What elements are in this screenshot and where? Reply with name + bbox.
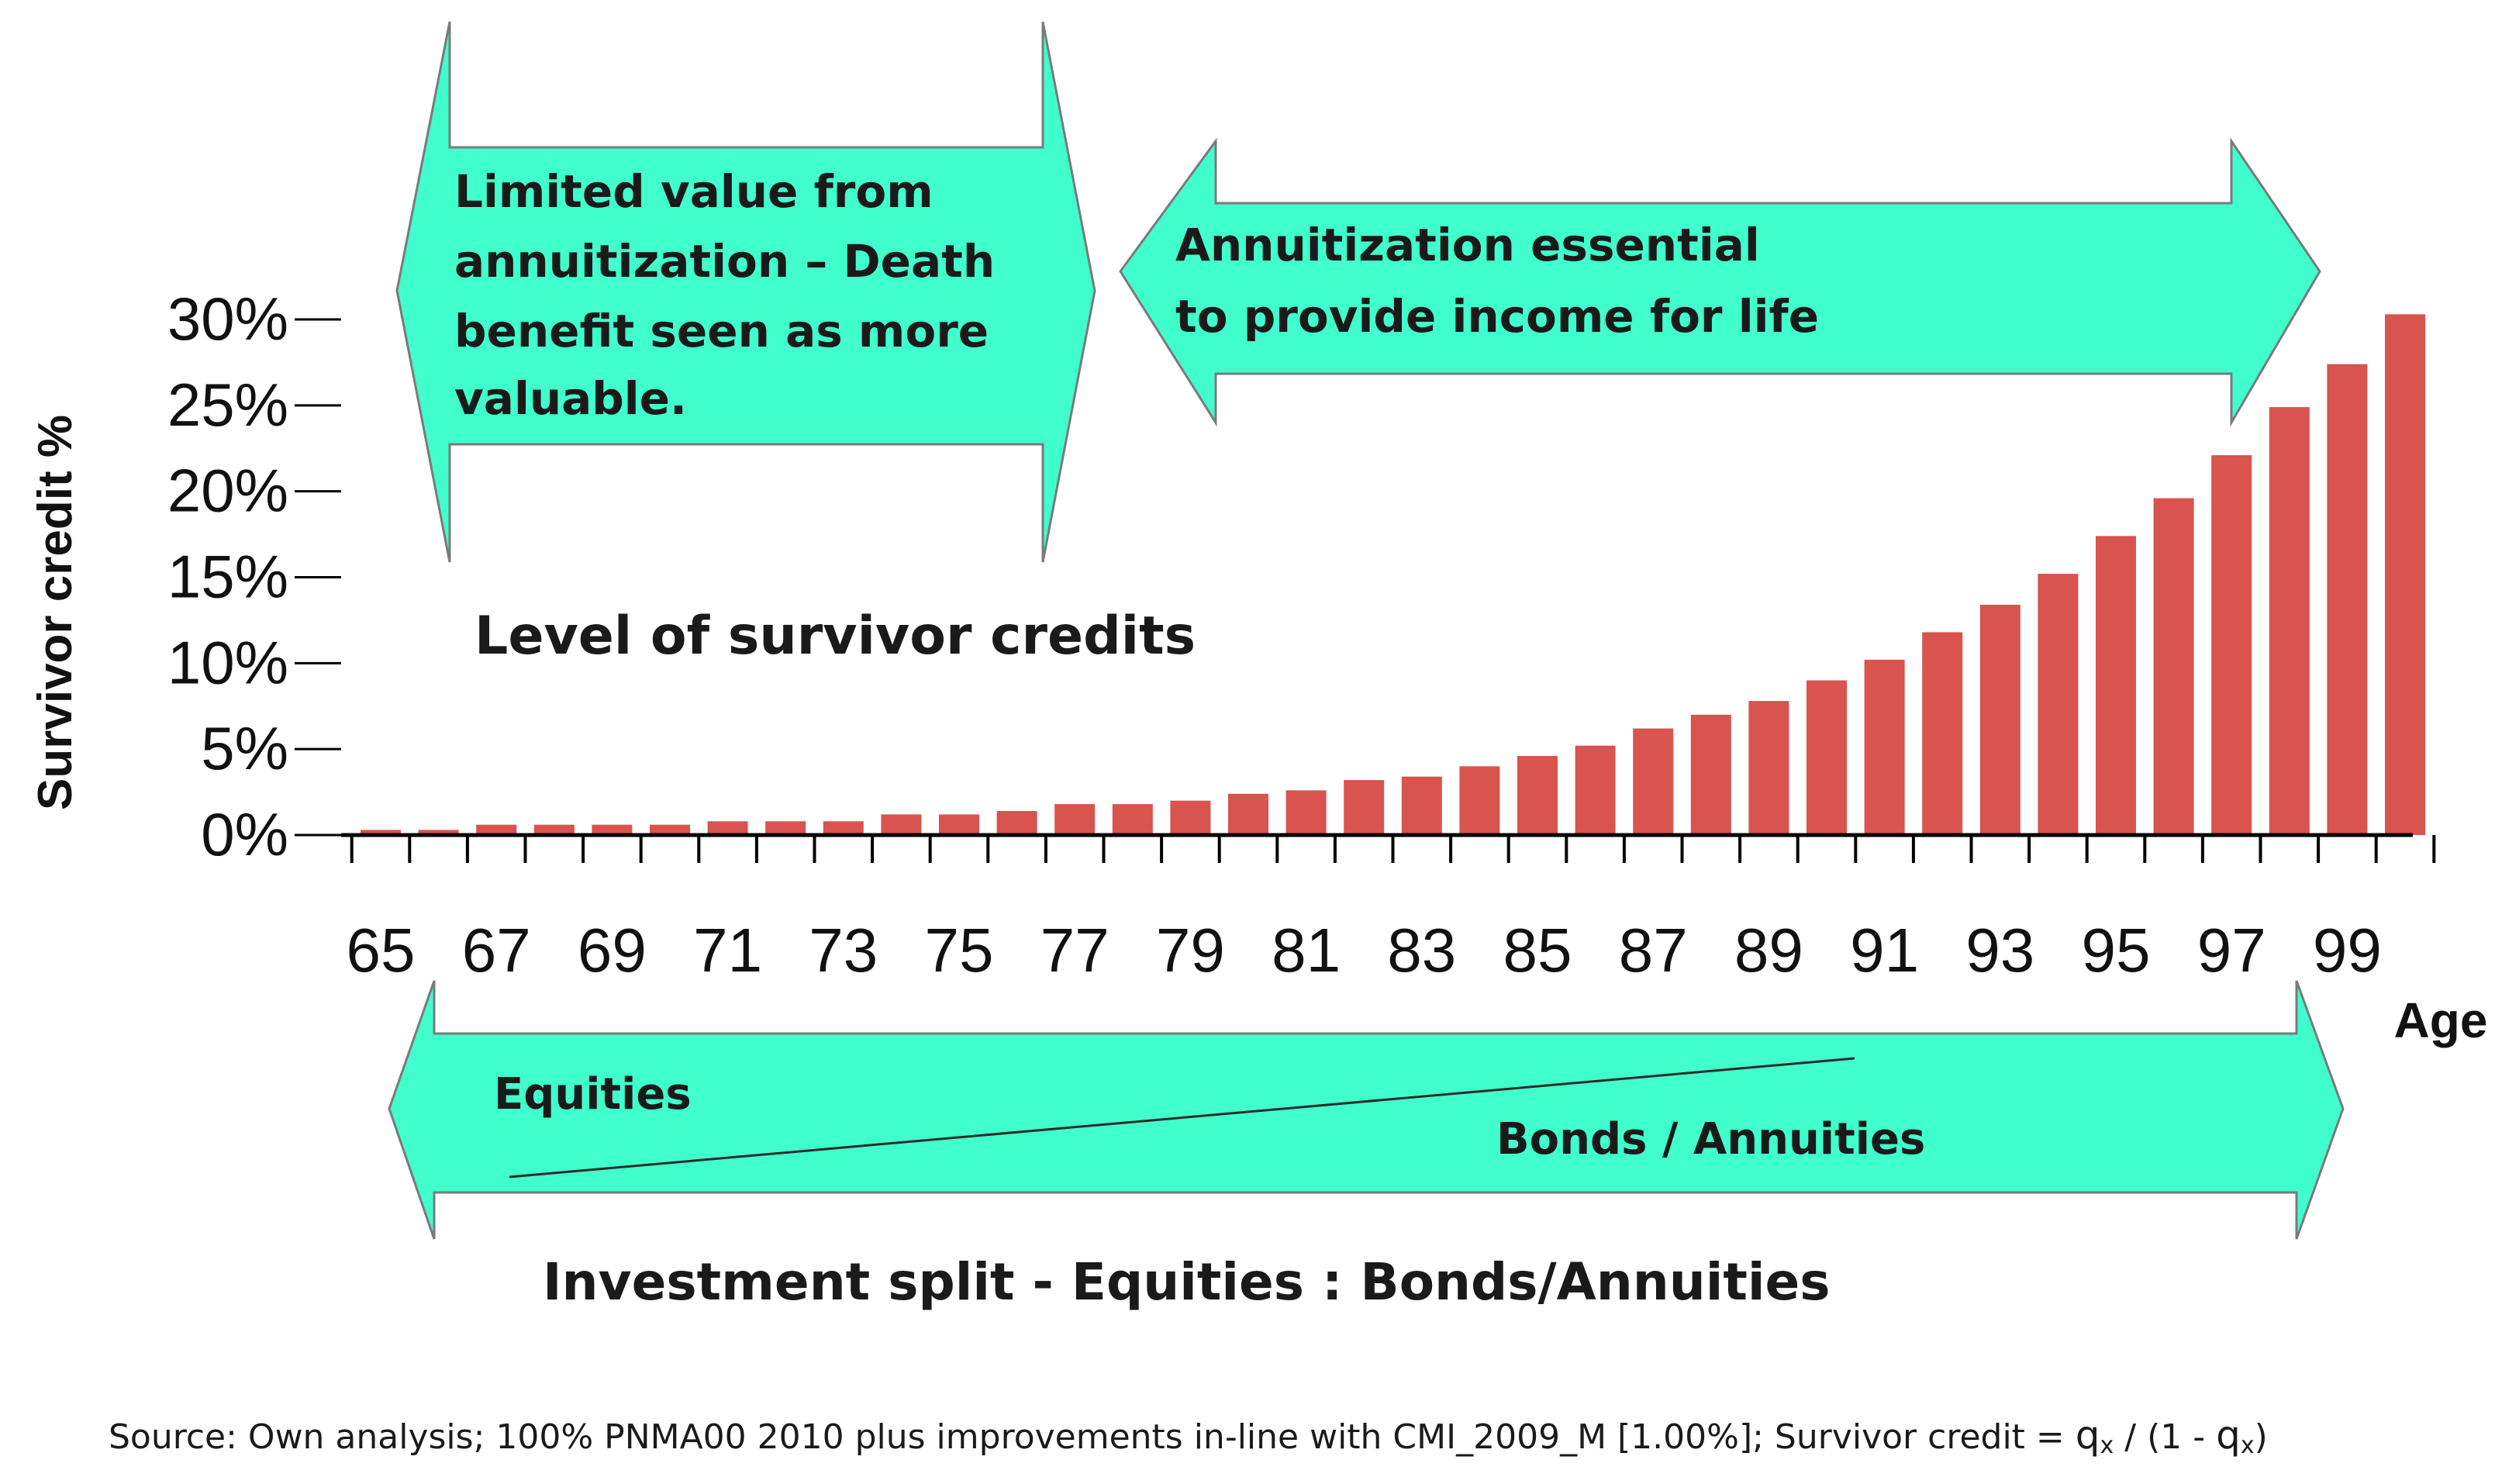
top-left-arrow-shape	[395, 21, 1096, 563]
x-tick-label: 87	[1619, 916, 1688, 985]
top-left-arrow-line-2: annuitization – Death	[454, 235, 995, 288]
x-tick-label: 75	[925, 916, 994, 985]
source-note: Source: Own analysis; 100% PNMA00 2010 p…	[109, 1413, 2268, 1459]
bar-age-90	[1807, 680, 1847, 835]
source-end: )	[2255, 1417, 2268, 1457]
bar-age-73	[823, 821, 864, 835]
bar-age-82	[1344, 780, 1385, 835]
bar-age-80	[1228, 793, 1268, 835]
bar-age-95	[2096, 536, 2136, 835]
bar-age-69	[592, 824, 633, 835]
bar-age-91	[1864, 659, 1905, 835]
top-right-arrow-line-1: Annuitization essential	[1175, 219, 1760, 271]
top-left-arrow-line-3: benefit seen as more	[454, 305, 989, 357]
bar-age-98	[2269, 407, 2310, 835]
x-tick-label: 97	[2197, 916, 2266, 985]
x-ticks	[350, 835, 2436, 863]
x-tick-label: 79	[1156, 916, 1225, 985]
bar-age-85	[1517, 756, 1558, 835]
bar-age-84	[1459, 766, 1500, 835]
y-tick-label: 5%	[201, 714, 288, 782]
x-tick-label: 69	[578, 916, 647, 985]
bar-age-76	[996, 810, 1037, 835]
bar-age-71	[707, 821, 748, 835]
top-left-arrow-line-4: valuable.	[454, 372, 687, 425]
bar-age-65	[361, 830, 401, 835]
y-tick-label: 30%	[167, 285, 288, 353]
bar-age-81	[1285, 790, 1327, 835]
bar-age-87	[1633, 728, 1674, 835]
x-tick-label: 83	[1387, 916, 1456, 985]
x-tick-label: 73	[809, 916, 878, 985]
bar-age-93	[1979, 604, 2021, 835]
x-tick-label: 89	[1734, 916, 1803, 985]
y-tick-label: 10%	[167, 628, 288, 696]
equities-label: Equities	[494, 1069, 692, 1120]
source-q2: q	[2216, 1413, 2241, 1458]
bar-age-68	[533, 824, 575, 835]
bar-age-92	[1922, 632, 1963, 835]
bar-age-77	[1054, 804, 1096, 835]
bar-age-94	[2038, 574, 2079, 835]
x-tick-label: 99	[2313, 916, 2382, 985]
chart-title: Level of survivor credits	[474, 606, 1196, 667]
source-mid: / (1 -	[2114, 1417, 2216, 1457]
source-text: Source: Own analysis; 100% PNMA00 2010 p…	[109, 1417, 2076, 1457]
source-q1: q	[2076, 1413, 2100, 1458]
x-axis-label: Age	[2394, 992, 2488, 1048]
x-tick-label: 91	[1850, 916, 1919, 985]
bar-age-67	[476, 824, 517, 835]
bar-age-78	[1112, 804, 1153, 835]
x-tick-label: 65	[347, 916, 416, 985]
bars	[361, 314, 2425, 836]
bar-age-79	[1170, 800, 1211, 835]
x-tick-label: 93	[1965, 916, 2034, 985]
y-tick-label: 0%	[201, 800, 288, 868]
x-tick-label: 67	[462, 916, 531, 985]
y-tick-label: 20%	[167, 457, 288, 525]
y-tick-label: 15%	[167, 543, 288, 611]
x-tick-label: 85	[1503, 916, 1572, 985]
x-tick-label: 81	[1272, 916, 1341, 985]
x-tick-label: 77	[1040, 916, 1109, 985]
bottom-arrow-shape	[388, 980, 2345, 1240]
bar-age-83	[1401, 776, 1442, 835]
x-tick-label: 95	[2082, 916, 2151, 985]
source-x1: x	[2100, 1432, 2114, 1459]
bar-age-74	[881, 814, 922, 835]
bar-age-88	[1690, 714, 1731, 835]
source-x2: x	[2241, 1432, 2255, 1459]
bar-age-70	[650, 824, 690, 835]
bar-age-97	[2211, 455, 2252, 835]
y-axis-label: Survivor credit %	[29, 415, 82, 810]
bar-age-66	[418, 830, 459, 835]
bar-age-96	[2153, 498, 2194, 835]
bonds-annuities-label: Bonds / Annuities	[1496, 1114, 1925, 1165]
bar-age-86	[1575, 745, 1616, 835]
investment-split-caption: Investment split - Equities : Bonds/Annu…	[543, 1252, 1831, 1312]
top-right-arrow-shape	[1119, 137, 2321, 427]
top-right-arrow-line-2: to provide income for life	[1175, 290, 1819, 343]
bar-age-100	[2385, 314, 2425, 836]
x-tick-label: 71	[693, 916, 762, 985]
top-left-arrow-line-1: Limited value from	[454, 165, 933, 218]
y-tick-label: 25%	[167, 371, 288, 439]
bar-age-99	[2327, 364, 2368, 836]
bar-age-75	[939, 814, 979, 835]
equities-bonds-divider	[509, 1057, 1855, 1179]
bar-age-72	[765, 821, 806, 835]
bar-age-89	[1748, 701, 1789, 835]
y-tick-labels: 30% 25% 20% 15% 10% 5% 0%	[167, 285, 341, 868]
x-tick-labels: 65 67 69 71 73 75 77 79 81 83 85 87 89 91 93 95 97 99	[347, 916, 2382, 985]
